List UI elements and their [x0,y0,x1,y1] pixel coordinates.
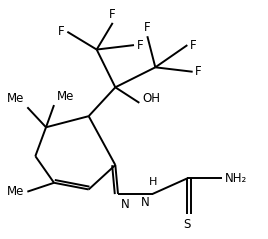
Text: S: S [184,218,191,231]
Text: Me: Me [57,90,74,103]
Text: F: F [137,39,143,52]
Text: N: N [121,198,129,211]
Text: F: F [190,39,197,52]
Text: Me: Me [7,185,25,198]
Text: Me: Me [7,92,25,105]
Text: F: F [144,21,151,34]
Text: NH₂: NH₂ [225,172,247,185]
Text: OH: OH [142,92,160,105]
Text: F: F [109,8,116,21]
Text: F: F [58,25,65,38]
Text: H: H [148,177,157,187]
Text: F: F [195,65,202,78]
Text: N: N [141,196,150,209]
